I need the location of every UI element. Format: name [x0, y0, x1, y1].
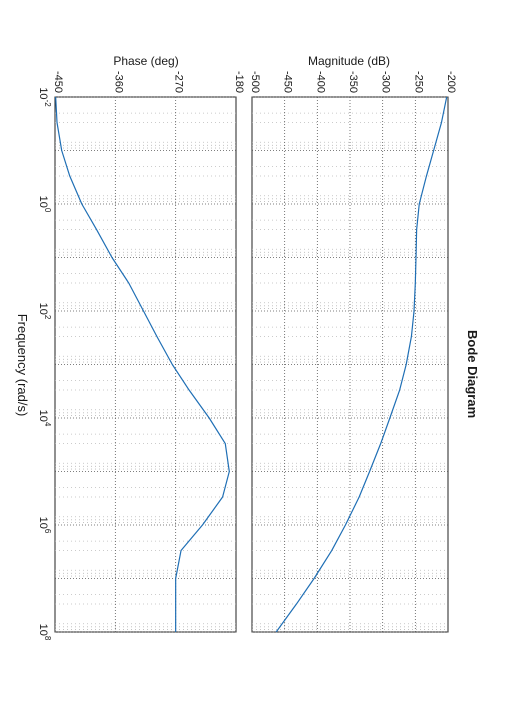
chart-title: Bode Diagram: [465, 330, 480, 418]
phase-curve-group: [55, 97, 230, 632]
magnitude-tick-label: -450: [282, 71, 294, 93]
magnitude-series-line: [275, 97, 448, 632]
magnitude-tick-label: -250: [412, 71, 424, 93]
magnitude-tick-label: -300: [380, 71, 392, 93]
phase-tick-label: -360: [112, 71, 124, 93]
magnitude-tick-label: -350: [347, 71, 359, 93]
grid-lines: [55, 96, 448, 633]
frequency-tick-label: 100: [37, 196, 52, 213]
frequency-tick-label: 104: [37, 410, 52, 427]
frequency-tick-label: 108: [37, 624, 52, 641]
frequency-tick-label: 106: [37, 517, 52, 534]
magnitude-tick-label: -500: [249, 71, 261, 93]
magnitude-tick-label: -400: [314, 71, 326, 93]
frequency-tick-label: 10-2: [37, 87, 52, 107]
frequency-tick-label: 102: [37, 303, 52, 320]
phase-axis-label: Phase (deg): [113, 54, 178, 68]
frequency-axis-label: Frequency (rad/s): [15, 314, 30, 417]
phase-tick-label: -270: [173, 71, 185, 93]
phase-tick-label: -450: [52, 71, 64, 93]
magnitude-curve-group: [275, 97, 448, 632]
tick-labels: -500 -450 -400 -350 -300 -250 -200 -450 -360 -270…: [37, 71, 457, 641]
magnitude-axis-label: Magnitude (dB): [308, 54, 390, 68]
magnitude-tick-label: -200: [445, 71, 457, 93]
phase-series-line: [55, 97, 230, 632]
phase-tick-label: -180: [233, 71, 245, 93]
